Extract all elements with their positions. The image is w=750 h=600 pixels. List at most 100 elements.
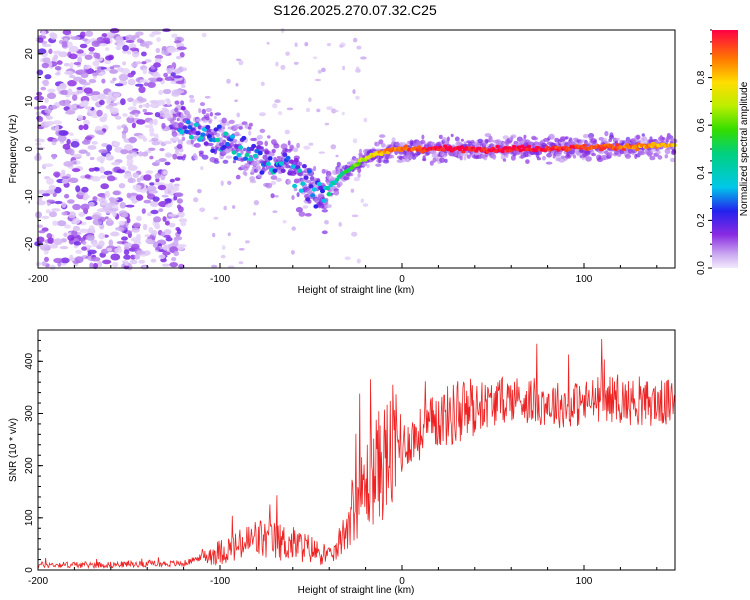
ridge-cell: [297, 168, 302, 173]
colorbar-tick-label: 0.0: [696, 261, 707, 275]
noise-cell: [77, 69, 86, 73]
ridge-halo-cell: [227, 180, 232, 185]
ridge-halo-cell: [325, 204, 332, 209]
noise-cell: [42, 57, 51, 63]
ridge-cell: [621, 147, 627, 152]
noise-cell: [85, 234, 95, 241]
noise-cell: [143, 82, 149, 87]
ridge-halo-cell: [420, 139, 426, 145]
noise-cell: [132, 99, 137, 107]
noise-cell: [154, 58, 162, 64]
snr-y-label: SNR (10 * v/v): [8, 418, 19, 482]
noise-cell: [96, 156, 106, 162]
noise-cell: [158, 208, 164, 213]
noise-cell: [123, 126, 129, 134]
noise-cell: [173, 68, 181, 75]
ridge-halo-cell: [460, 138, 464, 142]
ridge-cell: [306, 169, 312, 174]
noise-cell: [350, 188, 355, 193]
noise-cell: [159, 148, 165, 152]
ridge-halo-cell: [236, 112, 240, 118]
ridge-halo-cell: [228, 119, 235, 124]
noise-cell: [37, 48, 47, 55]
noise-cell: [174, 107, 179, 113]
colorbar-label: Normalized spectral amplitude: [739, 81, 750, 216]
noise-cell: [165, 153, 175, 157]
noise-cell: [34, 95, 45, 101]
ridge-halo-cell: [591, 153, 596, 157]
noise-cell: [114, 83, 124, 87]
noise-cell: [153, 62, 162, 68]
noise-cell: [52, 50, 63, 55]
noise-cell: [169, 262, 178, 268]
ridge-halo-cell: [635, 134, 641, 140]
ridge-cell: [285, 155, 291, 161]
noise-cell: [78, 149, 88, 154]
noise-cell: [141, 208, 146, 215]
noise-cell: [72, 94, 78, 101]
noise-cell: [356, 258, 361, 264]
ridge-halo-cell: [215, 132, 220, 138]
noise-cell: [161, 107, 168, 114]
noise-cell: [170, 72, 176, 77]
noise-cell: [98, 149, 108, 154]
noise-cell: [81, 246, 87, 251]
ridge-halo-cell: [565, 136, 569, 140]
noise-cell: [339, 44, 344, 48]
noise-cell: [245, 240, 250, 244]
noise-cell: [69, 132, 74, 136]
noise-cell: [134, 253, 141, 260]
ridge-cell: [292, 183, 298, 189]
ridge-halo-cell: [321, 168, 326, 174]
noise-cell: [153, 216, 162, 223]
noise-cell: [152, 196, 160, 202]
noise-cell: [136, 215, 142, 222]
colorbar-tick-label: 0.4: [696, 165, 707, 179]
ridge-cell: [493, 149, 499, 154]
noise-cell: [81, 140, 91, 145]
noise-cell: [106, 247, 113, 252]
noise-cell: [173, 195, 178, 201]
ridge-halo-cell: [181, 136, 186, 142]
noise-cell: [46, 199, 55, 203]
noise-cell: [149, 155, 154, 160]
ridge-halo-cell: [641, 133, 645, 137]
ridge-cell: [179, 130, 185, 135]
noise-cell: [83, 65, 91, 70]
ridge-cell: [290, 164, 296, 169]
ridge-halo-cell: [382, 159, 390, 164]
noise-cell: [72, 225, 80, 232]
colorbar-ticks: 0.0 0.2 0.4 0.6 0.8: [696, 29, 712, 275]
ridge-cell: [293, 158, 299, 163]
ridge-halo-cell: [598, 137, 605, 141]
noise-cell: [235, 83, 239, 87]
ridge-halo-cell: [670, 138, 678, 144]
ridge-cell: [385, 150, 391, 155]
ridge-halo-cell: [381, 143, 386, 148]
noise-cell: [37, 37, 44, 43]
noise-cell: [275, 177, 282, 182]
y-tick-label: 200: [24, 457, 35, 474]
ridge-halo-cell: [205, 107, 213, 113]
noise-cell: [129, 254, 136, 260]
ridge-cell: [215, 137, 221, 143]
ridge-halo-cell: [220, 126, 226, 130]
noise-cell: [163, 140, 173, 145]
noise-cell: [171, 33, 178, 39]
ridge-halo-cell: [321, 230, 328, 235]
noise-cell: [144, 59, 152, 63]
noise-cell: [356, 45, 362, 50]
noise-cell: [68, 75, 76, 78]
noise-cell: [48, 48, 53, 55]
noise-cell: [151, 141, 160, 146]
noise-cell: [89, 156, 95, 161]
noise-cell: [149, 120, 154, 125]
noise-cell: [338, 222, 343, 227]
noise-cell: [126, 50, 132, 55]
ridge-halo-cell: [349, 173, 354, 177]
noise-cell: [110, 231, 120, 237]
noise-cell: [122, 44, 129, 52]
ridge-halo-cell: [270, 193, 275, 199]
ridge-cell: [247, 157, 253, 162]
noise-cell: [96, 260, 103, 268]
